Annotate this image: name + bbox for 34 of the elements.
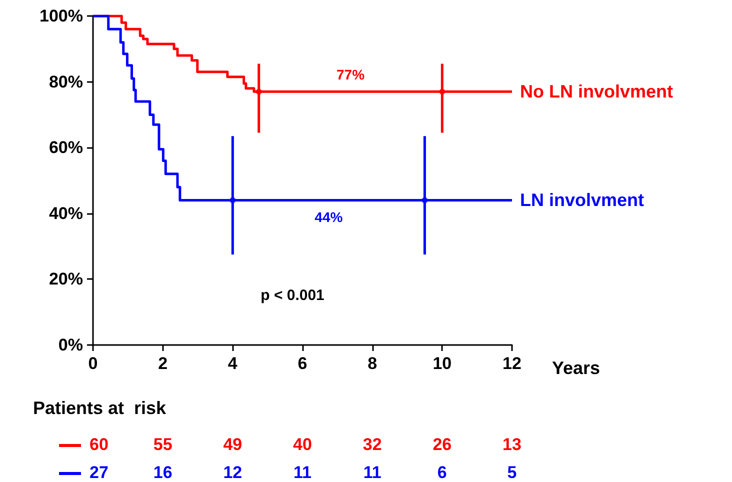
series-label: LN involvment [520, 190, 644, 210]
x-tick-label: 6 [298, 354, 308, 373]
series-label: No LN involvment [520, 82, 674, 102]
text: 6 [437, 463, 447, 482]
text: 27 [90, 463, 108, 482]
text: 40 [293, 435, 312, 455]
y-tick-label: 20% [48, 270, 83, 289]
x-tick-label: 0 [88, 354, 98, 373]
y-tick-label: 40% [48, 204, 83, 223]
text: 16 [153, 463, 172, 482]
x-tick-label: 8 [368, 354, 378, 373]
annotation: 44% [314, 209, 344, 226]
text: 55 [153, 435, 172, 455]
x-axis-title: Years [552, 358, 600, 378]
x-tick-label: 4 [228, 354, 238, 373]
x-tick-label: 10 [432, 354, 452, 373]
y-tick-label: 60% [48, 138, 83, 158]
y-tick-label: 80% [48, 72, 83, 92]
text: 11 [363, 463, 382, 482]
text: 49 [223, 435, 242, 455]
y-tick-label: 100% [40, 6, 83, 26]
text: 26 [432, 435, 452, 455]
text: 11 [294, 463, 312, 482]
text: Patients at risk [33, 398, 166, 419]
y-tick-label: 0% [58, 336, 83, 354]
text: 32 [362, 435, 382, 455]
annotation: 77% [336, 66, 366, 83]
text: 13 [502, 435, 522, 455]
x-tick-label: 2 [158, 354, 168, 373]
annotation: p < 0.001 [260, 287, 324, 304]
text: 60 [90, 435, 108, 455]
text: 12 [223, 463, 242, 482]
text: 5 [507, 463, 517, 482]
x-tick-label: 12 [502, 354, 522, 373]
